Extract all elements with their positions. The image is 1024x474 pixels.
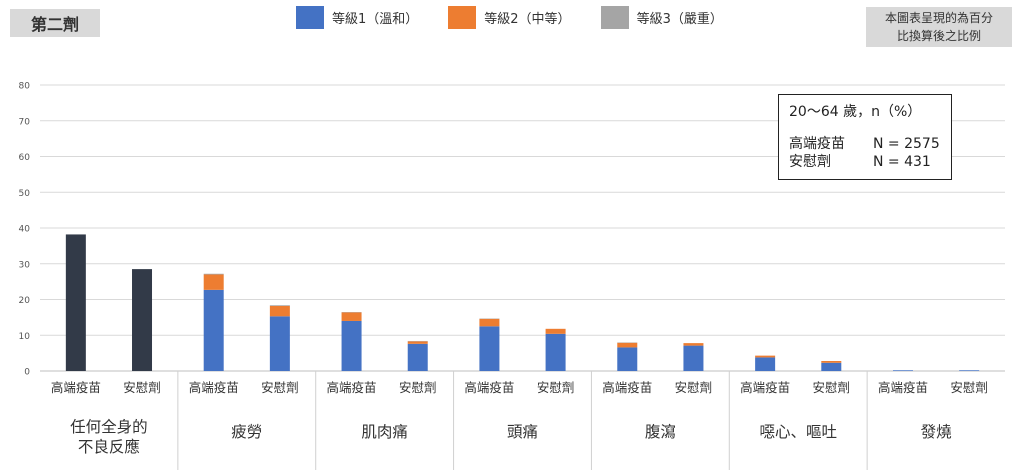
bar-g2-b0-grade1 [341, 320, 362, 371]
chart-title: 第二劑 [10, 9, 100, 37]
bar-g1-b1-grade3 [269, 305, 290, 306]
bar-g1-b1-grade1 [269, 316, 290, 371]
bar-g6-b0-grade1 [892, 370, 913, 371]
x-tick-label-g1-b1: 安慰劑 [261, 380, 299, 395]
info-n-placebo: N = 431 [873, 154, 931, 170]
bar-g4-b0-grade2 [617, 342, 638, 348]
x-tick-label-g0-b1: 安慰劑 [123, 380, 161, 395]
x-tick-label-g6-b0: 高端疫苗 [878, 380, 928, 395]
group-label-0-0: 任何全身的 [70, 418, 148, 436]
info-header: 20～64 歲，n（%） [789, 104, 922, 120]
bar-g1-b0-grade3 [203, 273, 224, 275]
info-label-placebo: 安慰劑 [789, 154, 831, 170]
x-tick-label-g4-b0: 高端疫苗 [602, 380, 652, 395]
bar-g5-b1-grade1 [821, 362, 842, 371]
group-label-3-0: 頭痛 [507, 423, 538, 441]
y-tick-label-70: 70 [19, 117, 31, 127]
y-tick-label-80: 80 [19, 82, 31, 92]
note-line-2: 比換算後之比例 [896, 29, 981, 43]
legend-label-grade3: 等級3（嚴重） [636, 12, 723, 27]
bar-g1-b0-grade2 [203, 274, 224, 290]
x-tick-label-g2-b1: 安慰劑 [399, 380, 437, 395]
y-tick-label-0: 0 [24, 368, 30, 378]
bar-g3-b0-grade1 [479, 326, 500, 371]
info-label-vaccine: 高端疫苗 [789, 136, 845, 152]
bar-g5-b0-grade1 [755, 357, 776, 371]
group-label-1-0: 疲勞 [231, 423, 262, 441]
bar-g2-b0-grade2 [341, 312, 362, 321]
x-tick-label-g5-b0: 高端疫苗 [740, 380, 790, 395]
y-tick-label-10: 10 [19, 332, 31, 342]
bar-g6-b1-grade1 [959, 370, 980, 371]
x-tick-label-g5-b1: 安慰劑 [813, 380, 851, 395]
x-tick-label-g4-b1: 安慰劑 [675, 380, 713, 395]
info-box: 20～64 歲，n（%） 高端疫苗 N = 2575 安慰劑 N = 431 [778, 94, 952, 180]
legend-label-grade1: 等級1（溫和） [332, 12, 419, 27]
note-line-1: 本圖表呈現的為百分 [884, 11, 993, 25]
group-label-2-0: 肌肉痛 [361, 423, 408, 441]
legend-item-grade2: 等級2（中等） [448, 6, 571, 29]
x-tick-label-g0-b0: 高端疫苗 [51, 380, 101, 395]
bar-g1-b1-grade2 [269, 305, 290, 317]
bar-g3-b1-grade1 [545, 333, 566, 371]
info-n-vaccine: N = 2575 [873, 136, 940, 152]
group-label-6-0: 發燒 [921, 423, 952, 441]
y-tick-label-50: 50 [19, 189, 31, 199]
y-tick-label-20: 20 [19, 296, 31, 306]
legend-swatch-grade2 [448, 6, 477, 29]
x-tick-label-g1-b0: 高端疫苗 [189, 380, 239, 395]
legend: 等級1（溫和） 等級2（中等） 等級3（嚴重） [296, 6, 753, 29]
y-tick-label-30: 30 [19, 260, 31, 270]
bar-g3-b1-grade2 [545, 328, 566, 334]
legend-swatch-grade1 [296, 6, 324, 29]
info-row-placebo: 安慰劑 N = 431 [789, 153, 941, 171]
group-label-5-0: 噁心、嘔吐 [759, 423, 837, 441]
bar-g2-b1-grade1 [407, 343, 428, 371]
bar-g0-b1-total [132, 269, 153, 371]
bar-g5-b0-grade2 [755, 355, 776, 358]
x-tick-label-g3-b0: 高端疫苗 [464, 380, 514, 395]
y-tick-label-60: 60 [19, 153, 31, 163]
bar-g3-b0-grade2 [479, 318, 500, 327]
group-label-4-0: 腹瀉 [645, 423, 676, 441]
note-box: 本圖表呈現的為百分 比換算後之比例 [866, 7, 1012, 47]
bar-g0-b0-total [65, 234, 86, 371]
legend-label-grade2: 等級2（中等） [484, 12, 571, 27]
x-tick-label-g6-b1: 安慰劑 [950, 380, 988, 395]
x-tick-label-g2-b0: 高端疫苗 [327, 380, 377, 395]
bar-g5-b1-grade2 [821, 360, 842, 363]
y-tick-label-40: 40 [19, 225, 31, 235]
bar-g4-b1-grade1 [683, 345, 704, 371]
bar-g2-b1-grade2 [407, 341, 428, 344]
legend-item-grade3: 等級3（嚴重） [600, 6, 723, 29]
legend-item-grade1: 等級1（溫和） [296, 6, 418, 29]
legend-swatch-grade3 [600, 6, 629, 29]
bar-g1-b0-grade1 [203, 289, 224, 371]
x-tick-label-g3-b1: 安慰劑 [537, 380, 575, 395]
info-row-vaccine: 高端疫苗 N = 2575 [789, 135, 941, 153]
bar-g4-b1-grade2 [683, 343, 704, 346]
group-label-0-1: 不良反應 [78, 437, 140, 456]
bar-g4-b0-grade1 [617, 347, 638, 371]
